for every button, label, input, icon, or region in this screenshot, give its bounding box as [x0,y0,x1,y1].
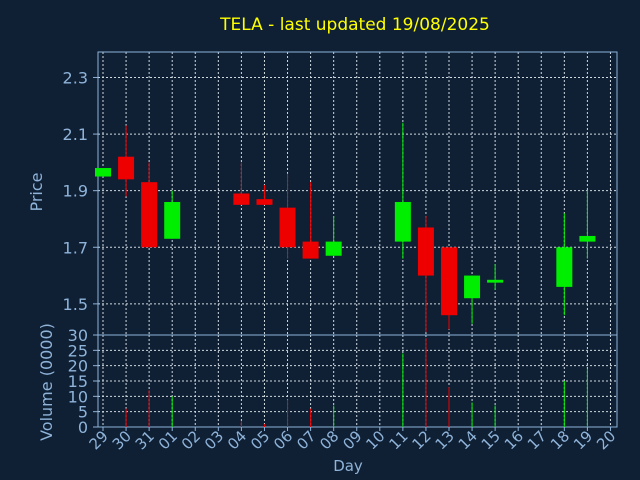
candle-body [118,156,135,180]
candle-body [441,247,457,316]
volume-tick-label: 5 [78,403,88,422]
candle-body [394,201,411,242]
price-tick-label: 1.5 [63,295,88,314]
candle-body [233,193,250,205]
volume-tick-label: 20 [68,357,88,376]
candle-body [579,235,596,242]
volume-tick-label: 15 [68,372,88,391]
candle-body [279,207,296,248]
price-tick-label: 1.7 [63,238,88,257]
volume-tick-label: 30 [68,326,88,345]
volume-tick-label: 10 [68,387,88,406]
volume-series [125,338,588,427]
candle-body [302,241,319,259]
price-axis-ticks: 1.5 1.7 1.9 2.1 2.3 [63,68,98,314]
candle-body [487,279,504,283]
chart-title: TELA - last updated 19/08/2025 [219,15,490,35]
volume-axis-label: Volume (0000) [37,323,56,441]
candle-body [556,247,573,287]
candle-body [256,199,273,205]
price-tick-label: 2.3 [63,68,88,87]
price-tick-label: 2.1 [63,125,88,144]
x-axis-label: Day [333,457,363,475]
candle-body [95,168,111,177]
price-axis-label: Price [27,172,46,211]
candle-series [95,122,596,333]
candle-body [325,241,342,256]
volume-tick-label: 0 [78,418,88,437]
x-axis-ticks: 2930310102030405060708091011121314151617… [86,427,619,453]
candle-body [464,275,481,299]
candle-body [141,182,158,248]
volume-tick-label: 25 [68,341,88,360]
candle-body [417,227,434,276]
price-tick-label: 1.9 [63,182,88,201]
candle-body [164,201,181,239]
